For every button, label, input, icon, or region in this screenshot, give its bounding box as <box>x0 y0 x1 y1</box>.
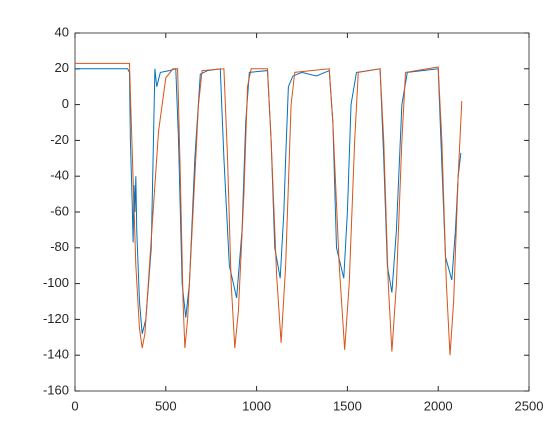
y-tick-label: -60 <box>50 203 69 218</box>
x-tick-label: 2000 <box>424 398 453 413</box>
y-tick-label: -100 <box>43 275 69 290</box>
y-tick-label: 20 <box>55 60 69 75</box>
x-tick-label: 500 <box>155 398 177 413</box>
x-tick-label: 0 <box>71 398 78 413</box>
x-tick-label: 1000 <box>242 398 271 413</box>
y-tick-label: 40 <box>55 24 69 39</box>
y-tick-label: -80 <box>50 239 69 254</box>
y-tick-label: -20 <box>50 132 69 147</box>
x-tick-label: 1500 <box>333 398 362 413</box>
x-tick-label: 2500 <box>515 398 544 413</box>
y-tick-label: 0 <box>62 96 69 111</box>
y-tick-label: -160 <box>43 382 69 397</box>
y-tick-label: -40 <box>50 168 69 183</box>
y-tick-label: -120 <box>43 311 69 326</box>
series-line <box>75 62 463 356</box>
plot-box <box>74 32 530 392</box>
y-tick-label: -140 <box>43 347 69 362</box>
